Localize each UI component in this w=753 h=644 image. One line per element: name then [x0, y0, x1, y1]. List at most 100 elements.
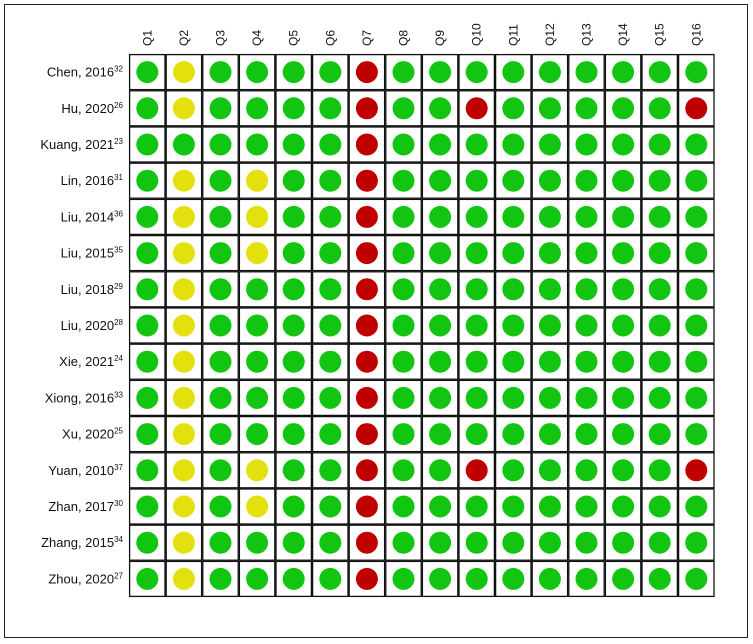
row-label: Xu, 202025 [62, 427, 123, 442]
green-dot [429, 205, 452, 228]
green-dot [392, 531, 415, 554]
table-cell [275, 198, 313, 236]
table-cell [531, 198, 569, 236]
green-dot [465, 567, 488, 590]
row-label-text: Lin, 2016 [61, 173, 115, 188]
green-dot [429, 531, 452, 554]
table-cell [421, 90, 459, 127]
table-cell [165, 452, 203, 489]
green-dot [612, 459, 635, 482]
green-dot [319, 423, 342, 446]
green-dot [612, 495, 635, 518]
green-dot [575, 169, 598, 192]
green-dot [612, 314, 635, 337]
table-cell [385, 415, 422, 453]
green-dot [538, 169, 561, 192]
table-cell [311, 126, 349, 163]
green-dot [502, 242, 525, 265]
row-label: Zhan, 201730 [48, 499, 123, 514]
row-label-reference: 27 [114, 571, 123, 580]
yellow-dot [172, 531, 195, 554]
green-dot [209, 314, 232, 337]
green-dot [209, 350, 232, 373]
green-dot [319, 278, 342, 301]
green-dot [612, 97, 635, 120]
table-cell [641, 90, 679, 127]
column-label-q16: Q16 [689, 23, 703, 46]
green-dot [502, 531, 525, 554]
green-dot [465, 61, 488, 84]
green-dot [282, 242, 305, 265]
green-dot [392, 278, 415, 301]
green-dot [538, 242, 561, 265]
green-dot [612, 386, 635, 409]
yellow-dot [246, 495, 269, 518]
table-cell [385, 126, 422, 163]
green-dot [538, 61, 561, 84]
yellow-dot [246, 242, 269, 265]
green-dot [465, 350, 488, 373]
green-dot [319, 61, 342, 84]
column-label-q4: Q4 [250, 30, 264, 46]
green-dot [319, 314, 342, 337]
yellow-dot [172, 278, 195, 301]
green-dot [429, 350, 452, 373]
green-dot [209, 567, 232, 590]
green-dot [429, 459, 452, 482]
green-dot [648, 459, 671, 482]
green-dot [392, 567, 415, 590]
row-label-text: Chen, 2016 [47, 65, 114, 80]
column-label-q2: Q2 [177, 30, 191, 46]
green-dot [136, 495, 159, 518]
green-dot [209, 97, 232, 120]
green-dot [392, 386, 415, 409]
green-dot [319, 205, 342, 228]
column-label-q7: Q7 [360, 30, 374, 46]
green-dot [392, 242, 415, 265]
green-dot [319, 495, 342, 518]
green-dot [319, 459, 342, 482]
green-dot [319, 133, 342, 156]
green-dot [685, 169, 708, 192]
red-dot [355, 314, 378, 337]
green-dot [429, 169, 452, 192]
green-dot [465, 386, 488, 409]
green-dot [685, 531, 708, 554]
table-cell [348, 53, 386, 91]
green-dot [392, 205, 415, 228]
green-dot [209, 386, 232, 409]
red-dot [355, 459, 378, 482]
green-dot [429, 386, 452, 409]
green-dot [246, 386, 269, 409]
row-label-text: Zhan, 2017 [48, 499, 114, 514]
green-dot [429, 567, 452, 590]
green-dot [392, 423, 415, 446]
green-dot [246, 97, 269, 120]
green-dot [685, 386, 708, 409]
table-cell [202, 452, 239, 489]
green-dot [685, 350, 708, 373]
green-dot [612, 567, 635, 590]
table-cell [604, 379, 642, 417]
green-dot [465, 531, 488, 554]
green-dot [282, 133, 305, 156]
green-dot [429, 133, 452, 156]
green-dot [282, 97, 305, 120]
green-dot [392, 169, 415, 192]
green-dot [246, 278, 269, 301]
green-dot [209, 61, 232, 84]
green-dot [648, 205, 671, 228]
row-label-text: Hu, 2020 [61, 101, 114, 116]
green-dot [502, 97, 525, 120]
green-dot [612, 531, 635, 554]
row-label: Kuang, 202123 [40, 137, 123, 152]
green-dot [282, 205, 305, 228]
yellow-dot [172, 97, 195, 120]
column-label-q14: Q14 [616, 23, 630, 46]
green-dot [648, 567, 671, 590]
green-dot [136, 531, 159, 554]
green-dot [319, 97, 342, 120]
red-dot [355, 531, 378, 554]
row-label: Liu, 201829 [61, 282, 124, 297]
green-dot [465, 314, 488, 337]
